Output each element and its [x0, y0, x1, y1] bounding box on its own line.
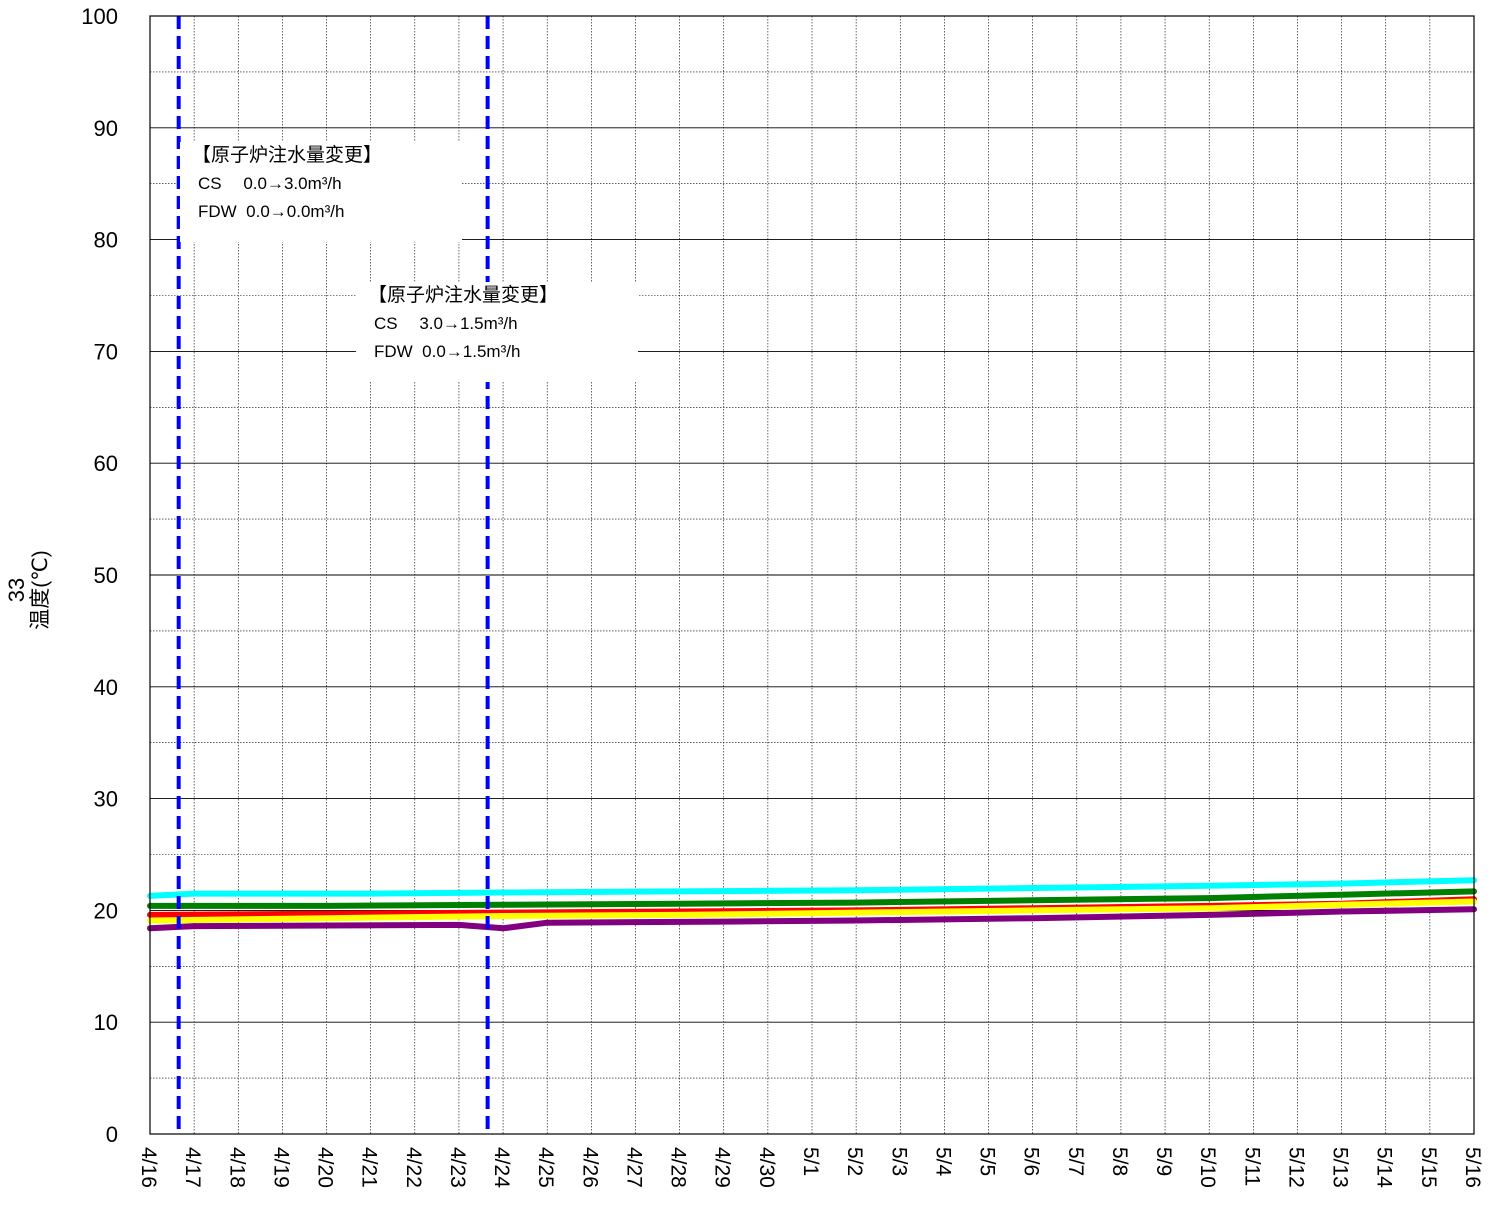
y-axis-number: 33: [4, 577, 29, 603]
series-line-4: [147, 898, 1477, 924]
series-lines: [147, 877, 1477, 932]
y-tick-label: 20: [94, 898, 118, 923]
y-tick-label: 50: [94, 563, 118, 588]
x-tick-label: 5/1: [799, 1147, 822, 1176]
x-tick-label: 4/29: [711, 1147, 734, 1188]
x-tick-label: 4/24: [490, 1147, 513, 1188]
x-tick-label: 4/19: [269, 1147, 292, 1188]
x-tick-label: 4/21: [358, 1147, 381, 1188]
x-tick-labels: 4/16 4/17 4/18 4/19 4/20 4/21 4/22 4/23 4/24 4/25…: [137, 1147, 1484, 1188]
annotation-1-fdw: FDW 0.0→0.0m³/h: [198, 202, 345, 221]
x-tick-label: 5/7: [1064, 1147, 1087, 1176]
x-tick-label: 5/16: [1461, 1147, 1484, 1188]
x-tick-label: 5/10: [1196, 1147, 1219, 1188]
plot-area-border: [149, 15, 1475, 1135]
x-tick-label: 4/20: [314, 1147, 337, 1188]
series-line-1: [147, 877, 1477, 899]
annotation-2-fdw: FDW 0.0→1.5m³/h: [374, 342, 521, 361]
x-tick-label: 5/5: [976, 1147, 999, 1176]
x-tick-label: 4/23: [446, 1147, 469, 1188]
y-tick-labels: 0 10 20 30 40 50 60 70 80 90 100: [81, 4, 118, 1147]
series-line-2: [147, 888, 1477, 909]
x-tick-label: 4/25: [534, 1147, 557, 1188]
annotation-box-1: 【原子炉注水量変更】 CS 0.0→3.0m³/h FDW 0.0→0.0m³/…: [180, 142, 462, 242]
x-tick-label: 5/2: [843, 1147, 866, 1176]
annotation-2-heading: 【原子炉注水量変更】: [368, 285, 559, 306]
y-tick-label: 40: [94, 675, 118, 700]
x-tick-label: 5/14: [1373, 1147, 1396, 1188]
y-tick-label: 0: [106, 1122, 118, 1147]
y-tick-label: 70: [94, 339, 118, 364]
y-tick-label: 10: [94, 1010, 118, 1035]
y-axis-label: 温度(℃): [29, 550, 52, 630]
x-tick-label: 4/27: [622, 1147, 645, 1188]
x-tick-label: 4/22: [402, 1147, 425, 1188]
y-axis-title: 33 温度(℃): [0, 550, 89, 630]
x-tick-label: 5/4: [931, 1147, 954, 1177]
x-tick-label: 5/11: [1240, 1147, 1263, 1186]
event-lines: [176, 16, 490, 1134]
x-tick-label: 5/15: [1417, 1147, 1440, 1188]
y-tick-label: 100: [81, 4, 118, 29]
x-tick-label: 4/18: [225, 1147, 248, 1188]
annotation-box-2: 【原子炉注水量変更】 CS 3.0→1.5m³/h FDW 0.0→1.5m³/…: [356, 282, 638, 382]
x-tick-label: 5/3: [887, 1147, 910, 1176]
x-tick-label: 4/16: [137, 1147, 160, 1188]
x-tick-label: 5/8: [1108, 1147, 1131, 1176]
y-tick-label: 30: [94, 787, 118, 812]
x-tick-label: 5/9: [1152, 1147, 1175, 1176]
y-tick-label: 60: [94, 451, 118, 476]
x-tick-label: 4/30: [755, 1147, 778, 1188]
annotation-1-heading: 【原子炉注水量変更】: [192, 145, 383, 166]
x-tick-label: 4/28: [667, 1147, 690, 1188]
x-tick-label: 5/13: [1329, 1147, 1352, 1188]
x-tick-label: 5/12: [1284, 1147, 1307, 1188]
y-tick-label: 90: [94, 116, 118, 141]
series-line-5: [147, 906, 1477, 932]
x-tick-label: 5/6: [1020, 1147, 1043, 1176]
x-tick-label: 4/26: [578, 1147, 601, 1188]
x-tick-label: 4/17: [181, 1147, 204, 1188]
y-tick-label: 80: [94, 228, 118, 253]
annotation-2-cs: CS 3.0→1.5m³/h: [374, 314, 518, 333]
annotation-1-cs: CS 0.0→3.0m³/h: [198, 174, 342, 193]
